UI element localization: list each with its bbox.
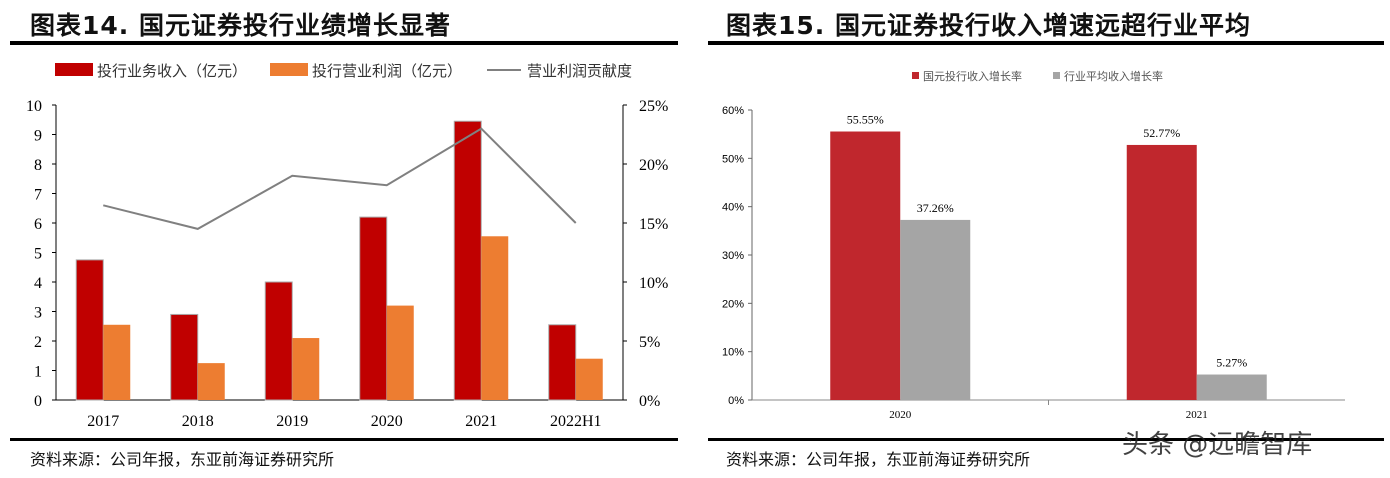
bar-profit bbox=[197, 363, 225, 400]
y-tick-label: 2 bbox=[34, 334, 42, 351]
right-source: 资料来源：公司年报，东亚前海证券研究所 bbox=[726, 450, 1031, 469]
y-tick-label: 60% bbox=[722, 105, 744, 117]
legend-swatch bbox=[1053, 72, 1060, 79]
y-tick-label: 20% bbox=[722, 298, 744, 310]
left-source: 资料来源：公司年报，东亚前海证券研究所 bbox=[30, 450, 335, 469]
y-tick-label: 5 bbox=[34, 246, 42, 263]
y-tick-label: 0 bbox=[34, 393, 42, 410]
bar-guoyuan bbox=[830, 131, 901, 400]
y-tick-label: 0% bbox=[728, 395, 744, 407]
y2-tick-label: 10% bbox=[639, 275, 668, 292]
bar-profit bbox=[481, 236, 509, 400]
legend-swatch bbox=[55, 63, 93, 76]
y-tick-label: 8 bbox=[34, 157, 42, 174]
bar-profit bbox=[575, 358, 603, 400]
bar-guoyuan bbox=[1126, 144, 1197, 400]
bar-profit bbox=[386, 305, 414, 400]
y-tick-label: 10 bbox=[26, 98, 42, 115]
y-tick-label: 6 bbox=[34, 216, 42, 233]
left-bottom-rule bbox=[10, 438, 678, 441]
bar-revenue bbox=[359, 216, 388, 401]
y2-tick-label: 20% bbox=[639, 157, 668, 174]
x-tick-label: 2022H1 bbox=[550, 413, 602, 430]
right-chart: 0% 10% 20% 30% 40% 50% 60% 2020 55.55% 37.26% 2021… bbox=[722, 69, 1345, 421]
legend-label: 投行业务收入（亿元） bbox=[97, 62, 247, 80]
x-tick-label: 2021 bbox=[1186, 409, 1208, 421]
y2-tick-label: 5% bbox=[639, 334, 660, 351]
y-tick-label: 4 bbox=[34, 275, 42, 292]
bar-revenue bbox=[170, 313, 199, 401]
bar-industry bbox=[900, 219, 971, 400]
y-tick-label: 10% bbox=[722, 347, 744, 359]
data-label: 5.27% bbox=[1216, 356, 1247, 370]
legend-swatch bbox=[912, 72, 919, 79]
y-tick-label: 7 bbox=[34, 187, 42, 204]
legend-swatch bbox=[270, 63, 308, 76]
x-tick-label: 2019 bbox=[276, 413, 308, 430]
left-chart-title: 图表14. 国元证券投行业绩增长显著 bbox=[30, 11, 451, 40]
bar-profit bbox=[103, 324, 131, 400]
bar-revenue bbox=[453, 120, 482, 401]
y2-tick-label: 15% bbox=[639, 216, 668, 233]
line-contribution bbox=[103, 127, 577, 230]
data-label: 37.26% bbox=[917, 201, 954, 215]
legend-label: 营业利润贡献度 bbox=[527, 62, 632, 80]
right-title-rule bbox=[708, 41, 1384, 45]
legend-label: 投行营业利润（亿元） bbox=[312, 62, 462, 80]
data-label: 52.77% bbox=[1143, 126, 1180, 140]
bar-industry bbox=[1196, 374, 1267, 400]
bar-profit bbox=[292, 338, 320, 400]
x-tick-label: 2021 bbox=[465, 413, 497, 430]
x-tick-label: 2020 bbox=[889, 409, 912, 421]
y-tick-label: 3 bbox=[34, 305, 42, 322]
left-chart: 0 1 2 3 4 5 6 7 8 9 10 0% 5% 10% 15% 20% 25% 2017 2018 2019… bbox=[26, 62, 668, 430]
y2-tick-label: 0% bbox=[639, 393, 660, 410]
x-tick-label: 2018 bbox=[182, 413, 214, 430]
y-tick-label: 50% bbox=[722, 153, 744, 165]
y-tick-label: 40% bbox=[722, 202, 744, 214]
y2-tick-label: 25% bbox=[639, 98, 668, 115]
legend-label: 行业平均收入增长率 bbox=[1064, 69, 1163, 83]
y-tick-label: 30% bbox=[722, 250, 744, 262]
right-bottom-rule bbox=[708, 438, 1384, 441]
x-tick-label: 2020 bbox=[371, 413, 403, 430]
data-label: 55.55% bbox=[847, 113, 884, 127]
y-tick-label: 1 bbox=[34, 364, 42, 381]
left-title-rule bbox=[10, 41, 678, 45]
x-tick-label: 2017 bbox=[87, 413, 119, 430]
legend-label: 国元投行收入增长率 bbox=[923, 69, 1022, 83]
watermark: 头条 @远瞻智库 bbox=[1122, 430, 1313, 460]
right-chart-title: 图表15. 国元证券投行收入增速远超行业平均 bbox=[726, 11, 1251, 40]
y-tick-label: 9 bbox=[34, 128, 42, 145]
